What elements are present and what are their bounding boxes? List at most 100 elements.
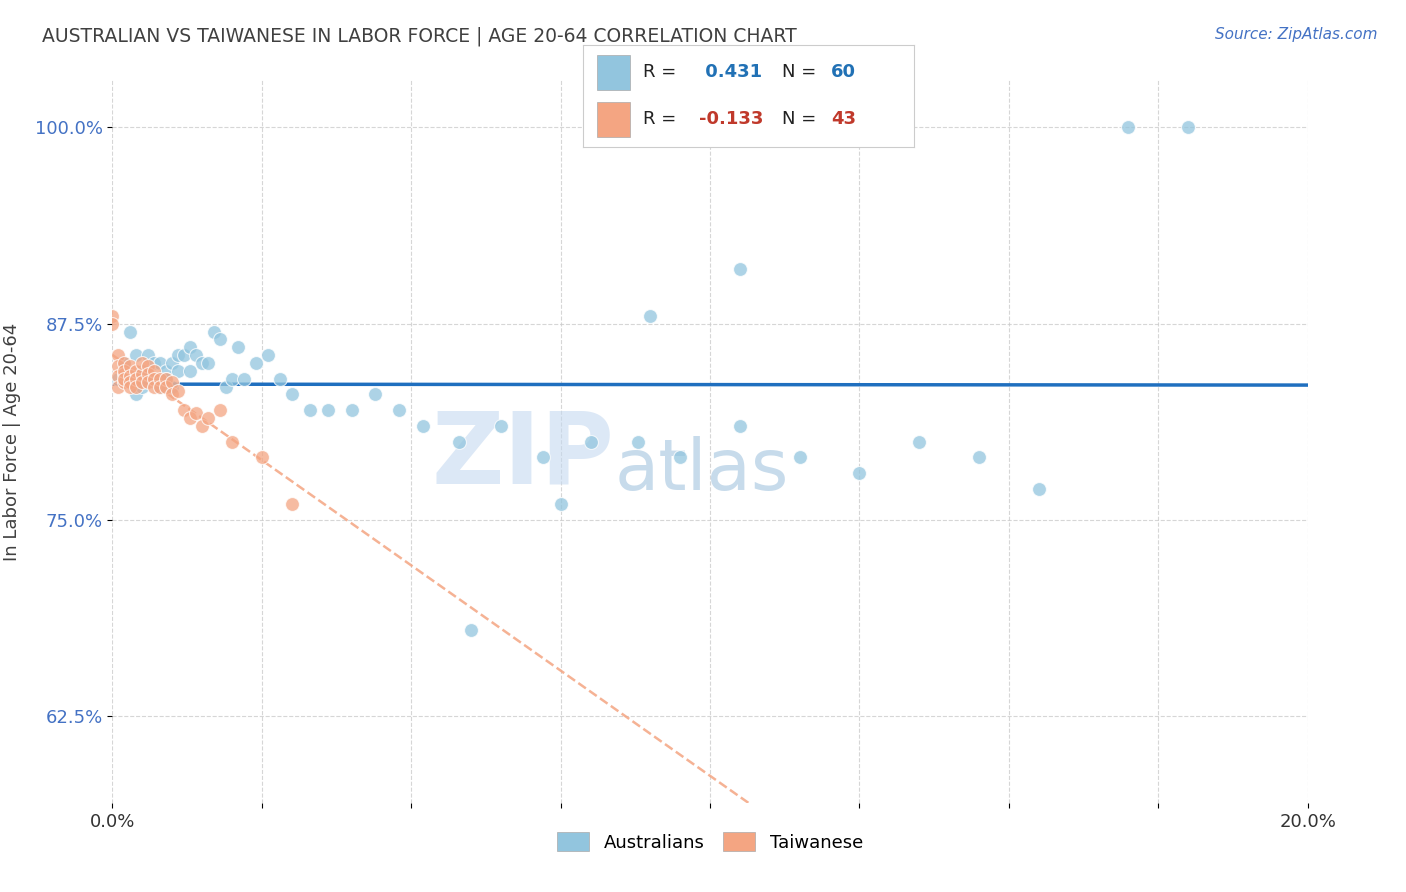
- Point: [281, 387, 304, 401]
- Point: [138, 359, 160, 373]
- Point: [209, 333, 232, 347]
- Point: [221, 372, 243, 386]
- Point: [143, 372, 166, 386]
- Bar: [596, 55, 630, 90]
- Bar: [596, 102, 630, 137]
- Point: [640, 309, 662, 323]
- Point: [114, 356, 135, 370]
- Point: [155, 364, 177, 378]
- Point: [531, 450, 554, 465]
- Point: [114, 356, 135, 370]
- Point: [245, 356, 267, 370]
- Point: [789, 450, 811, 465]
- Point: [489, 418, 512, 433]
- Point: [412, 418, 434, 433]
- Point: [1118, 120, 1140, 135]
- Point: [107, 368, 129, 383]
- Point: [114, 372, 135, 386]
- Point: [179, 340, 201, 354]
- Point: [143, 379, 166, 393]
- Point: [114, 364, 135, 378]
- Point: [162, 375, 183, 389]
- Point: [107, 379, 129, 393]
- Point: [125, 348, 148, 362]
- Point: [149, 356, 172, 370]
- Point: [316, 403, 339, 417]
- Point: [131, 367, 153, 381]
- Point: [728, 418, 751, 433]
- Point: [107, 359, 129, 373]
- Point: [107, 348, 129, 362]
- Point: [1028, 482, 1050, 496]
- Point: [143, 372, 166, 386]
- Point: [364, 387, 387, 401]
- Point: [131, 379, 153, 393]
- Point: [125, 372, 148, 386]
- Point: [155, 372, 177, 386]
- Point: [179, 411, 201, 425]
- Point: [967, 450, 990, 465]
- Point: [669, 450, 692, 465]
- Text: Source: ZipAtlas.com: Source: ZipAtlas.com: [1215, 27, 1378, 42]
- Point: [627, 434, 650, 449]
- Point: [138, 372, 160, 386]
- Point: [221, 434, 243, 449]
- Point: [579, 434, 602, 449]
- Point: [233, 372, 256, 386]
- Point: [125, 364, 148, 378]
- Point: [1177, 120, 1199, 135]
- Point: [226, 340, 249, 354]
- Point: [197, 411, 219, 425]
- Point: [120, 368, 142, 383]
- Point: [114, 375, 135, 389]
- Point: [167, 364, 190, 378]
- Point: [460, 623, 482, 637]
- Text: N =: N =: [782, 63, 815, 81]
- Point: [209, 403, 232, 417]
- Text: 60: 60: [831, 63, 856, 81]
- Point: [162, 379, 183, 393]
- Text: 0.431: 0.431: [699, 63, 762, 81]
- Point: [149, 379, 172, 393]
- Text: R =: R =: [643, 111, 682, 128]
- Text: R =: R =: [643, 63, 682, 81]
- Point: [101, 309, 124, 323]
- Point: [167, 384, 190, 399]
- Point: [120, 325, 142, 339]
- Point: [167, 348, 190, 362]
- Point: [155, 379, 177, 393]
- Text: ZIP: ZIP: [432, 408, 614, 505]
- Point: [149, 372, 172, 386]
- Point: [202, 325, 225, 339]
- Point: [120, 379, 142, 393]
- Point: [120, 375, 142, 389]
- Point: [269, 372, 291, 386]
- Point: [728, 261, 751, 276]
- Point: [125, 387, 148, 401]
- Text: 43: 43: [831, 111, 856, 128]
- Point: [449, 434, 471, 449]
- Point: [138, 375, 160, 389]
- Point: [186, 406, 208, 420]
- Point: [131, 356, 153, 370]
- Point: [125, 379, 148, 393]
- Point: [197, 356, 219, 370]
- Text: AUSTRALIAN VS TAIWANESE IN LABOR FORCE | AGE 20-64 CORRELATION CHART: AUSTRALIAN VS TAIWANESE IN LABOR FORCE |…: [42, 27, 797, 46]
- Point: [107, 372, 129, 386]
- Point: [149, 379, 172, 393]
- Point: [114, 367, 135, 381]
- Point: [191, 418, 214, 433]
- Point: [173, 403, 195, 417]
- Point: [162, 387, 183, 401]
- Text: N =: N =: [782, 111, 815, 128]
- Point: [908, 434, 931, 449]
- Point: [138, 348, 160, 362]
- Text: -0.133: -0.133: [699, 111, 763, 128]
- Y-axis label: In Labor Force | Age 20-64: In Labor Force | Age 20-64: [3, 322, 21, 561]
- Point: [120, 359, 142, 373]
- Point: [114, 372, 135, 386]
- Point: [138, 367, 160, 381]
- Point: [191, 356, 214, 370]
- Point: [215, 379, 238, 393]
- Point: [143, 356, 166, 370]
